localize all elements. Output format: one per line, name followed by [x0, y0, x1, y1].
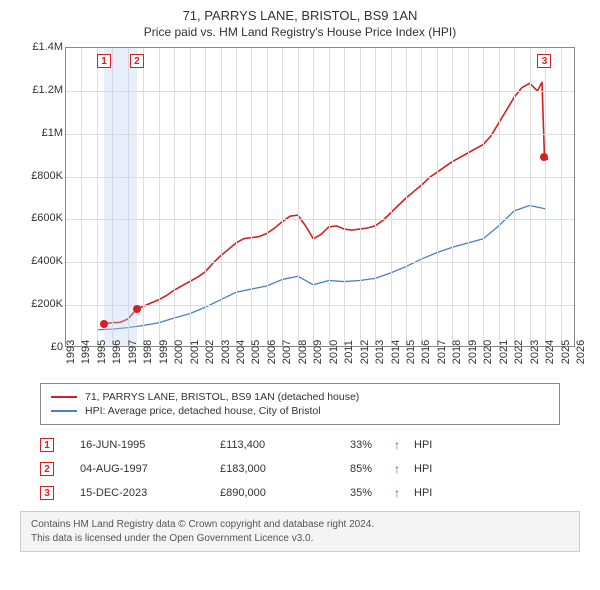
transaction-row: 3 15-DEC-2023£890,00035%↑HPI: [40, 481, 560, 505]
chart-marker-3: 3: [537, 54, 551, 68]
gridline-vertical: [452, 48, 453, 346]
chart-subtitle: Price paid vs. HM Land Registry's House …: [8, 25, 592, 39]
legend-item: HPI: Average price, detached house, City…: [51, 405, 549, 417]
transaction-pct: 35%: [350, 487, 394, 499]
gridline-vertical: [313, 48, 314, 346]
chart-marker-point-1: [100, 320, 108, 328]
transaction-date: 04-AUG-1997: [80, 463, 220, 475]
transaction-row: 2 04-AUG-1997£183,00085%↑HPI: [40, 457, 560, 481]
transactions-table: 116-JUN-1995£113,40033%↑HPI204-AUG-1997£…: [40, 433, 560, 505]
gridline-vertical: [530, 48, 531, 346]
highlight-band: [104, 48, 137, 346]
plot-region: 1 2 3: [65, 47, 575, 347]
transaction-price: £890,000: [220, 487, 350, 499]
y-axis-tick-label: £800K: [31, 170, 63, 182]
gridline-vertical: [267, 48, 268, 346]
gridline-vertical: [468, 48, 469, 346]
gridline-vertical: [236, 48, 237, 346]
transaction-price: £113,400: [220, 439, 350, 451]
gridline-vertical: [159, 48, 160, 346]
gridline-vertical: [251, 48, 252, 346]
transaction-marker: 2: [40, 462, 54, 476]
chart-area: 123 £0£200K£400K£600K£800K£1M£1.2M£1.4M1…: [20, 47, 580, 377]
gridline-vertical: [561, 48, 562, 346]
gridline-vertical: [437, 48, 438, 346]
gridline-vertical: [391, 48, 392, 346]
transaction-marker: 3: [40, 486, 54, 500]
up-arrow-icon: ↑: [394, 438, 414, 452]
title-block: 71, PARRYS LANE, BRISTOL, BS9 1AN Price …: [8, 8, 592, 39]
transaction-row: 1 16-JUN-1995£113,40033%↑HPI: [40, 433, 560, 457]
gridline-vertical: [97, 48, 98, 346]
legend: 71, PARRYS LANE, BRISTOL, BS9 1AN (detac…: [40, 383, 560, 425]
gridline-vertical: [143, 48, 144, 346]
transaction-pct: 33%: [350, 439, 394, 451]
chart-title: 71, PARRYS LANE, BRISTOL, BS9 1AN: [8, 8, 592, 23]
up-arrow-icon: ↑: [394, 462, 414, 476]
gridline-vertical: [81, 48, 82, 346]
gridline-vertical: [421, 48, 422, 346]
chart-marker-point-3: [540, 153, 548, 161]
gridline-vertical: [282, 48, 283, 346]
legend-label: 71, PARRYS LANE, BRISTOL, BS9 1AN (detac…: [85, 391, 359, 403]
legend-swatch: [51, 410, 77, 412]
series-line-hpi: [97, 206, 545, 330]
chart-marker-2: 2: [130, 54, 144, 68]
legend-item: 71, PARRYS LANE, BRISTOL, BS9 1AN (detac…: [51, 391, 549, 403]
gridline-vertical: [329, 48, 330, 346]
legend-swatch: [51, 396, 77, 398]
gridline-vertical: [344, 48, 345, 346]
transaction-vs: HPI: [414, 439, 474, 451]
footer-line-1: Contains HM Land Registry data © Crown c…: [31, 518, 569, 532]
gridline-vertical: [514, 48, 515, 346]
transaction-vs: HPI: [414, 487, 474, 499]
gridline-vertical: [190, 48, 191, 346]
y-axis-tick-label: £200K: [31, 298, 63, 310]
gridline-vertical: [406, 48, 407, 346]
gridline-vertical: [545, 48, 546, 346]
y-axis-tick-label: £1.4M: [32, 41, 63, 53]
transaction-date: 16-JUN-1995: [80, 439, 220, 451]
up-arrow-icon: ↑: [394, 486, 414, 500]
gridline-vertical: [499, 48, 500, 346]
transaction-vs: HPI: [414, 463, 474, 475]
y-axis-tick-label: £400K: [31, 255, 63, 267]
transaction-date: 15-DEC-2023: [80, 487, 220, 499]
page-root: 71, PARRYS LANE, BRISTOL, BS9 1AN Price …: [0, 0, 600, 590]
gridline-vertical: [375, 48, 376, 346]
attribution-footer: Contains HM Land Registry data © Crown c…: [20, 511, 580, 552]
y-axis-tick-label: £1.2M: [32, 84, 63, 96]
gridline-vertical: [298, 48, 299, 346]
chart-marker-point-2: [133, 305, 141, 313]
gridline-vertical: [205, 48, 206, 346]
y-axis-tick-label: £600K: [31, 212, 63, 224]
y-axis-tick-label: £0: [51, 341, 63, 353]
legend-label: HPI: Average price, detached house, City…: [85, 405, 321, 417]
series-line-property: [104, 82, 548, 323]
y-axis-tick-label: £1M: [42, 127, 63, 139]
footer-line-2: This data is licensed under the Open Gov…: [31, 532, 569, 546]
gridline-vertical: [221, 48, 222, 346]
gridline-vertical: [360, 48, 361, 346]
transaction-pct: 85%: [350, 463, 394, 475]
gridline-vertical: [174, 48, 175, 346]
x-axis-tick-label: 2026: [575, 340, 600, 364]
gridline-vertical: [483, 48, 484, 346]
transaction-price: £183,000: [220, 463, 350, 475]
chart-marker-1: 1: [97, 54, 111, 68]
transaction-marker: 1: [40, 438, 54, 452]
